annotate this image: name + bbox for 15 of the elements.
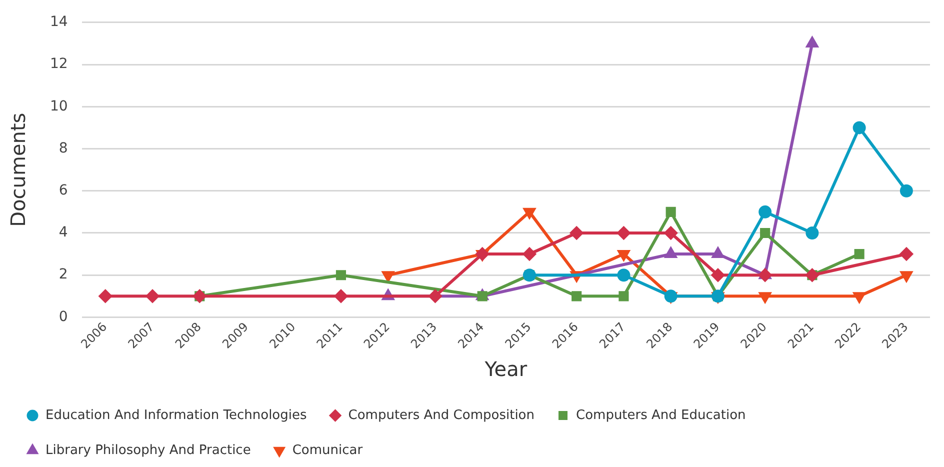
- legend-label: Computers And Education: [576, 408, 746, 423]
- legend-label: Comunicar: [292, 442, 364, 458]
- y-tick-label: 12: [50, 56, 68, 72]
- y-tick-label: 6: [58, 182, 68, 199]
- y-tick-label: 0: [58, 308, 68, 325]
- y-tick-label: 4: [58, 224, 68, 241]
- legend-label: Library Philosophy And Practice: [46, 442, 251, 458]
- y-tick-label: 14: [50, 14, 68, 30]
- legend-label: Computers And Composition: [348, 408, 534, 423]
- y-tick-label: 2: [58, 266, 68, 283]
- y-tick-label: 10: [50, 98, 68, 114]
- legend-label: Education And Information Technologies: [46, 408, 307, 423]
- y-axis-title: Documents: [6, 112, 30, 227]
- x-axis-title: Year: [484, 357, 528, 382]
- y-tick-label: 8: [58, 140, 68, 156]
